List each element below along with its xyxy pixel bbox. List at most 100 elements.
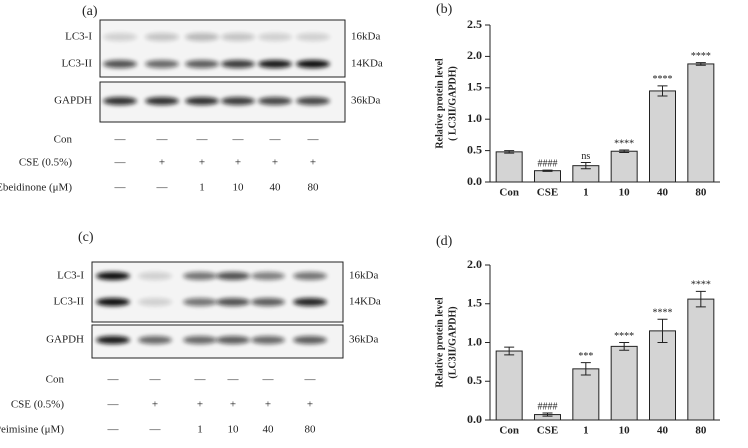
band [185, 60, 219, 68]
error-bar [619, 149, 630, 153]
band [96, 298, 130, 306]
band [183, 336, 217, 344]
band [251, 272, 285, 280]
row-mark: + [230, 399, 236, 411]
error-bar [504, 150, 515, 154]
bar [495, 151, 523, 183]
blot-box [91, 261, 344, 323]
significance: **** [614, 331, 634, 342]
band [183, 298, 217, 306]
size-label: 14KDa [349, 296, 381, 308]
band [145, 97, 179, 105]
panel-label: (a) [82, 4, 98, 19]
x-tick-label: 80 [695, 187, 707, 199]
band [138, 336, 172, 344]
row-mark: — [107, 374, 120, 386]
row-mark: + [235, 157, 241, 169]
error-bar [542, 169, 553, 172]
size-label: 16kDa [349, 270, 378, 282]
y-axis-title: Relative protein level [434, 297, 445, 388]
error-bar [619, 342, 630, 351]
band [251, 298, 285, 306]
band [96, 336, 130, 344]
band [103, 60, 137, 68]
band [185, 97, 219, 105]
row-mark: 80 [308, 182, 320, 194]
x-tick-label: 10 [619, 425, 631, 437]
panel-label: (c) [78, 230, 94, 245]
error-bar [695, 62, 706, 66]
significance: **** [614, 138, 634, 149]
row-mark: — [227, 374, 240, 386]
error-bar [542, 412, 553, 417]
band [216, 298, 250, 306]
significance: **** [691, 280, 711, 291]
band [221, 60, 255, 68]
error-bar [657, 85, 668, 97]
error-bar [580, 162, 591, 170]
panel-label: (b) [436, 2, 453, 17]
size-label: 14KDa [351, 58, 383, 70]
bar [649, 330, 676, 421]
band [296, 60, 330, 68]
row-mark: 40 [263, 424, 275, 436]
band [293, 336, 327, 344]
band-label: GAPDH [54, 95, 92, 107]
y-axis-title: Relative protein level [434, 58, 445, 149]
y-tick-label: 0.5 [467, 142, 482, 156]
band-label: LC3-I [57, 270, 84, 282]
band [185, 33, 219, 41]
band [258, 60, 292, 68]
row-mark: — [107, 424, 120, 436]
bar [610, 150, 638, 183]
row-mark: — [149, 374, 162, 386]
row-mark: 10 [233, 182, 245, 194]
band [296, 97, 330, 105]
row-label: CSE (0.5%) [11, 399, 65, 411]
row-label: Con [54, 134, 73, 146]
x-tick-label: Con [499, 425, 519, 437]
band [221, 97, 255, 105]
bar [610, 345, 638, 421]
row-mark: — [196, 134, 209, 146]
y-tick-label: 1.0 [467, 334, 482, 348]
row-mark: 80 [305, 424, 317, 436]
band-label: LC3-II [61, 58, 92, 70]
significance: *** [578, 351, 593, 362]
bar [534, 170, 561, 183]
row-mark: — [149, 424, 162, 436]
band [145, 33, 179, 41]
row-mark: — [107, 399, 120, 411]
x-tick-label: 1 [583, 425, 589, 437]
row-mark: + [152, 399, 158, 411]
row-mark: — [156, 182, 169, 194]
bar [649, 90, 676, 183]
row-mark: — [232, 134, 245, 146]
size-label: 36kDa [349, 334, 378, 346]
x-tick-label: Con [499, 187, 519, 199]
row-mark: 10 [228, 424, 240, 436]
y-axis-title: ( LC3II/GAPDH) [447, 66, 458, 141]
x-tick-label: CSE [537, 425, 558, 437]
significance: **** [653, 74, 673, 85]
y-tick-label: 0.0 [467, 412, 482, 426]
row-mark: — [114, 134, 127, 146]
significance: #### [538, 158, 558, 169]
x-tick-label: 40 [657, 187, 669, 199]
y-tick-label: 0.0 [467, 174, 482, 188]
band-label: LC3-I [65, 31, 92, 43]
band-label: LC3-II [53, 296, 84, 308]
band [221, 33, 255, 41]
x-tick-label: 80 [695, 425, 707, 437]
band [145, 60, 179, 68]
error-bar [657, 318, 668, 343]
size-label: 16kDa [351, 31, 380, 43]
y-axis-title: (LC3II/GAPDH) [447, 306, 458, 378]
size-label: 36kDa [351, 95, 380, 107]
x-tick-label: CSE [537, 187, 558, 199]
row-mark: + [199, 157, 205, 169]
band-label: GAPDH [46, 334, 84, 346]
error-bar [580, 362, 591, 376]
row-label: Peimisine (μM) [0, 424, 64, 436]
band [138, 272, 172, 280]
